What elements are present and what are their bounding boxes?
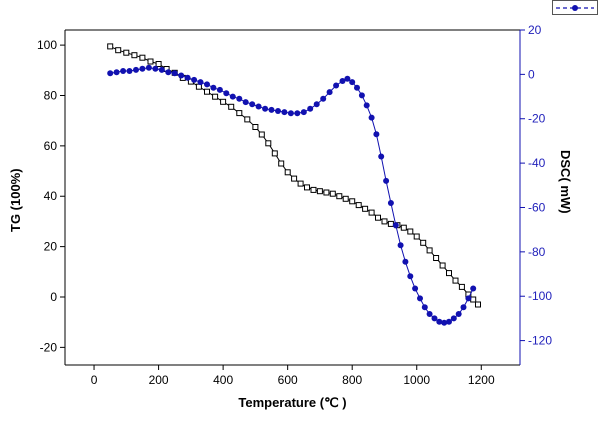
left-tick-label: 40 xyxy=(44,189,58,203)
right-tick-label: -40 xyxy=(528,156,546,170)
right-tick-label: -120 xyxy=(528,334,552,348)
x-axis: 0 200 400 600 800 1000 1200 xyxy=(91,365,495,387)
legend-marker-icon xyxy=(572,4,578,11)
right-axis-title: DSC( mW) xyxy=(558,150,573,214)
dsc-series xyxy=(107,64,477,326)
legend-symbol xyxy=(556,4,594,11)
left-tick-label: 0 xyxy=(50,290,57,304)
right-y-axis: 20 0 -20 -40 -60 -80 -100 -120 xyxy=(520,23,552,348)
tg-series xyxy=(107,43,481,308)
right-tick-label: -100 xyxy=(528,289,552,303)
right-tick-label: 20 xyxy=(528,23,542,37)
x-tick-label: 400 xyxy=(213,373,233,387)
right-tick-label: -80 xyxy=(528,245,546,259)
x-tick-label: 200 xyxy=(149,373,169,387)
left-tick-label: 100 xyxy=(37,38,57,52)
x-tick-label: 600 xyxy=(278,373,298,387)
legend xyxy=(552,0,598,15)
x-tick-label: 1200 xyxy=(468,373,495,387)
left-tick-label: 20 xyxy=(44,240,58,254)
left-y-axis: 100 80 60 40 20 0 -20 xyxy=(37,38,65,354)
x-tick-label: 1000 xyxy=(403,373,430,387)
left-tick-label: -20 xyxy=(40,340,58,354)
x-tick-label: 0 xyxy=(91,373,98,387)
plot-frame xyxy=(64,29,521,366)
right-tick-label: -60 xyxy=(528,200,546,214)
right-tick-label: 0 xyxy=(528,67,535,81)
x-tick-label: 800 xyxy=(342,373,362,387)
left-axis-title: TG (100%) xyxy=(8,168,23,232)
right-tick-label: -20 xyxy=(528,112,546,126)
left-tick-label: 60 xyxy=(44,139,58,153)
x-axis-title: Temperature (℃ ) xyxy=(238,395,347,410)
left-tick-label: 80 xyxy=(44,88,58,102)
